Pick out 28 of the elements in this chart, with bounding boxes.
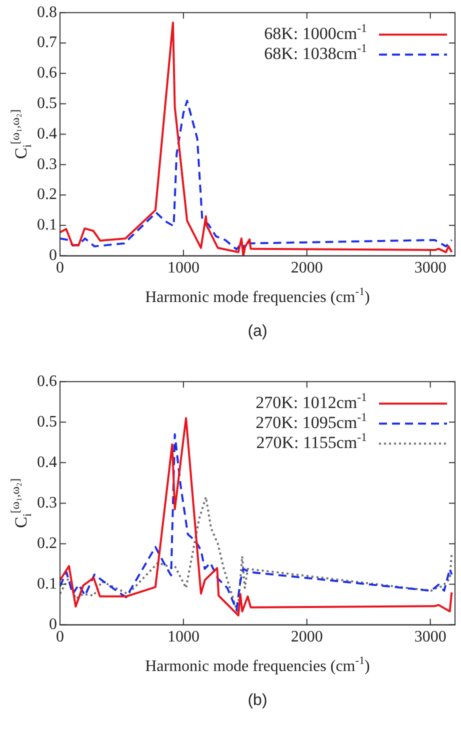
x-tick-label: 3000 (414, 628, 446, 646)
x-tick-label: 1000 (167, 260, 200, 277)
line-series (60, 100, 453, 250)
x-tick-label: 1000 (167, 628, 200, 646)
line-series (60, 496, 453, 614)
y-tick-label: 0.4 (37, 454, 57, 471)
x-tick-label: 3000 (414, 260, 446, 277)
y-tick-label: 0.6 (37, 372, 57, 390)
y-tick-label: 0.5 (37, 413, 57, 430)
y-axis-title: Ci[ω₁,ω₂] (8, 478, 34, 528)
x-tick-label: 2000 (290, 628, 323, 646)
y-tick-label: 0.5 (37, 95, 57, 112)
y-tick-label: 0.1 (37, 575, 57, 592)
y-tick-label: 0.3 (37, 494, 57, 512)
y-tick-label: 0 (49, 616, 57, 634)
text: (a) (248, 323, 268, 340)
y-tick-label: 0.2 (37, 186, 57, 204)
y-tick-label: 0.6 (37, 64, 57, 82)
y-tick-label: 0.1 (37, 216, 57, 234)
x-tick-label: 2000 (290, 260, 323, 277)
text: (b) (248, 692, 268, 710)
y-tick-label: 0.3 (37, 156, 57, 173)
y-axis-title: Ci[ω₁,ω₂] (8, 109, 34, 159)
y-tick-label: 0.4 (37, 125, 57, 142)
y-tick-label: 0.8 (37, 4, 57, 21)
y-tick-label: 0.2 (37, 534, 57, 552)
y-tick-label: 0 (49, 247, 57, 264)
y-tick-label: 0.7 (37, 34, 57, 52)
